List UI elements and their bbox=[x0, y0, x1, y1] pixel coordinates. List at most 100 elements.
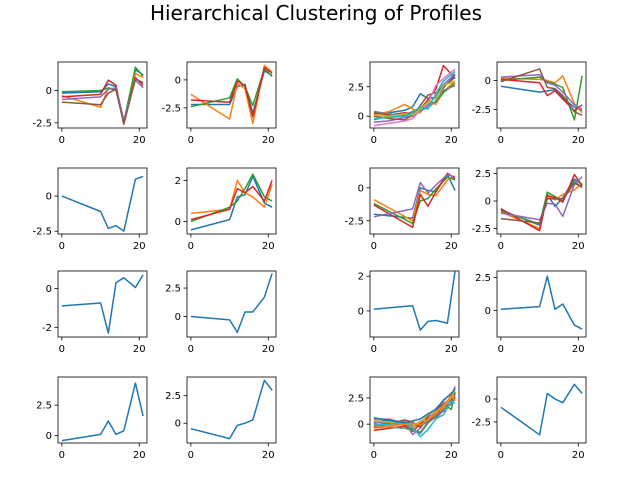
y-tick-label: 0 bbox=[485, 306, 491, 317]
axes-frame bbox=[57, 61, 148, 129]
series-line bbox=[500, 85, 583, 112]
subplot-11: 0 20 0 2 bbox=[358, 270, 460, 355]
y-tick-label: -2.5 bbox=[32, 118, 52, 129]
x-tick-label: 20 bbox=[133, 135, 146, 146]
series-line bbox=[373, 84, 456, 117]
series-line bbox=[373, 80, 456, 117]
series-line bbox=[373, 173, 456, 218]
y-tick-label: 2.5 bbox=[165, 284, 181, 295]
y-tick-label: 0 bbox=[46, 86, 52, 97]
y-tick-label: 0 bbox=[175, 312, 181, 323]
axes-frame bbox=[57, 270, 148, 338]
y-tick-label: 0 bbox=[46, 431, 52, 442]
y-tick-label: 0 bbox=[358, 306, 364, 317]
y-tick-label: 2 bbox=[175, 176, 181, 187]
x-tick-label: 20 bbox=[572, 344, 585, 355]
x-tick-label: 0 bbox=[498, 241, 504, 252]
series-line bbox=[373, 175, 456, 222]
axes-frame bbox=[186, 167, 277, 235]
series-line bbox=[190, 379, 273, 440]
axes-frame bbox=[369, 376, 460, 444]
x-tick-label: 20 bbox=[445, 135, 458, 146]
y-tick-label: -2.5 bbox=[32, 227, 52, 238]
x-tick-label: 0 bbox=[498, 344, 504, 355]
y-tick-label: 0 bbox=[46, 192, 52, 203]
series-line bbox=[190, 273, 273, 334]
series-line bbox=[500, 73, 583, 111]
axes-frame bbox=[496, 376, 587, 444]
series-line bbox=[61, 78, 144, 125]
x-tick-label: 0 bbox=[188, 450, 194, 461]
series-line bbox=[61, 175, 144, 232]
subplot-4: 0 20 -2.5 0 bbox=[471, 61, 587, 146]
subplot-2: 0 20 -2.5 0 bbox=[161, 61, 277, 146]
x-tick-label: 20 bbox=[572, 241, 585, 252]
axes-frame bbox=[369, 167, 460, 235]
x-tick-label: 0 bbox=[498, 135, 504, 146]
y-tick-label: 2.5 bbox=[36, 401, 52, 412]
x-tick-label: 20 bbox=[445, 241, 458, 252]
x-tick-label: 0 bbox=[59, 344, 65, 355]
y-tick-label: 0 bbox=[175, 419, 181, 430]
subplot-1: 0 20 -2.5 0 bbox=[32, 61, 148, 146]
x-tick-label: 0 bbox=[498, 450, 504, 461]
subplot-7: 0 20 -2.5 0 bbox=[344, 167, 460, 252]
y-tick-label: -2.5 bbox=[471, 224, 491, 235]
x-tick-label: 20 bbox=[133, 344, 146, 355]
subplot-14: 0 20 0 2.5 bbox=[165, 376, 277, 461]
axes-frame bbox=[496, 61, 587, 129]
x-tick-label: 0 bbox=[188, 344, 194, 355]
x-tick-label: 0 bbox=[188, 241, 194, 252]
axes-frame bbox=[186, 376, 277, 444]
axes-frame bbox=[57, 376, 148, 444]
y-tick-label: -2.5 bbox=[471, 417, 491, 428]
x-tick-label: 0 bbox=[59, 241, 65, 252]
axes-frame bbox=[186, 61, 277, 129]
axes-frame bbox=[369, 270, 460, 338]
subplot-10: 0 20 0 2.5 bbox=[165, 270, 277, 355]
series-line bbox=[190, 179, 273, 215]
x-tick-label: 20 bbox=[133, 450, 146, 461]
x-tick-label: 20 bbox=[262, 450, 275, 461]
y-tick-label: 0 bbox=[485, 197, 491, 208]
subplot-5: 0 20 -2.5 0 bbox=[32, 167, 148, 252]
subplot-9: 0 20 -2 0 bbox=[42, 270, 148, 355]
y-tick-label: 2.5 bbox=[475, 169, 491, 180]
y-tick-label: -2.5 bbox=[471, 105, 491, 116]
subplot-12: 0 20 0 2.5 bbox=[475, 270, 587, 355]
x-tick-label: 20 bbox=[133, 241, 146, 252]
x-tick-label: 20 bbox=[572, 135, 585, 146]
series-line bbox=[373, 176, 456, 225]
x-tick-label: 20 bbox=[445, 450, 458, 461]
series-line bbox=[61, 274, 144, 334]
subplot-16: 0 20 -2.5 0 bbox=[471, 376, 587, 461]
y-tick-label: -2.5 bbox=[344, 216, 364, 227]
series-line bbox=[190, 175, 273, 231]
y-tick-label: 0 bbox=[358, 112, 364, 123]
y-tick-label: 0 bbox=[358, 183, 364, 194]
x-tick-label: 20 bbox=[262, 344, 275, 355]
figure-title: Hierarchical Clustering of Profiles bbox=[150, 1, 482, 25]
x-tick-label: 20 bbox=[445, 344, 458, 355]
x-tick-label: 0 bbox=[371, 135, 377, 146]
y-tick-label: -2.5 bbox=[161, 103, 181, 114]
series-line bbox=[61, 382, 144, 442]
x-tick-label: 0 bbox=[371, 241, 377, 252]
series-line bbox=[61, 76, 144, 125]
y-tick-label: 0 bbox=[46, 284, 52, 295]
series-line bbox=[500, 180, 583, 225]
y-tick-label: -2 bbox=[42, 323, 52, 334]
y-tick-label: 0 bbox=[485, 395, 491, 406]
series-line bbox=[190, 180, 273, 221]
series-line bbox=[500, 182, 583, 224]
y-tick-label: 0 bbox=[175, 217, 181, 228]
axes-frame bbox=[496, 270, 587, 338]
series-line bbox=[500, 173, 583, 232]
x-tick-label: 0 bbox=[59, 135, 65, 146]
series-line bbox=[373, 400, 456, 438]
x-tick-label: 0 bbox=[59, 450, 65, 461]
series-line bbox=[373, 172, 456, 229]
axes-frame bbox=[57, 167, 148, 235]
axes-frame bbox=[369, 61, 460, 129]
